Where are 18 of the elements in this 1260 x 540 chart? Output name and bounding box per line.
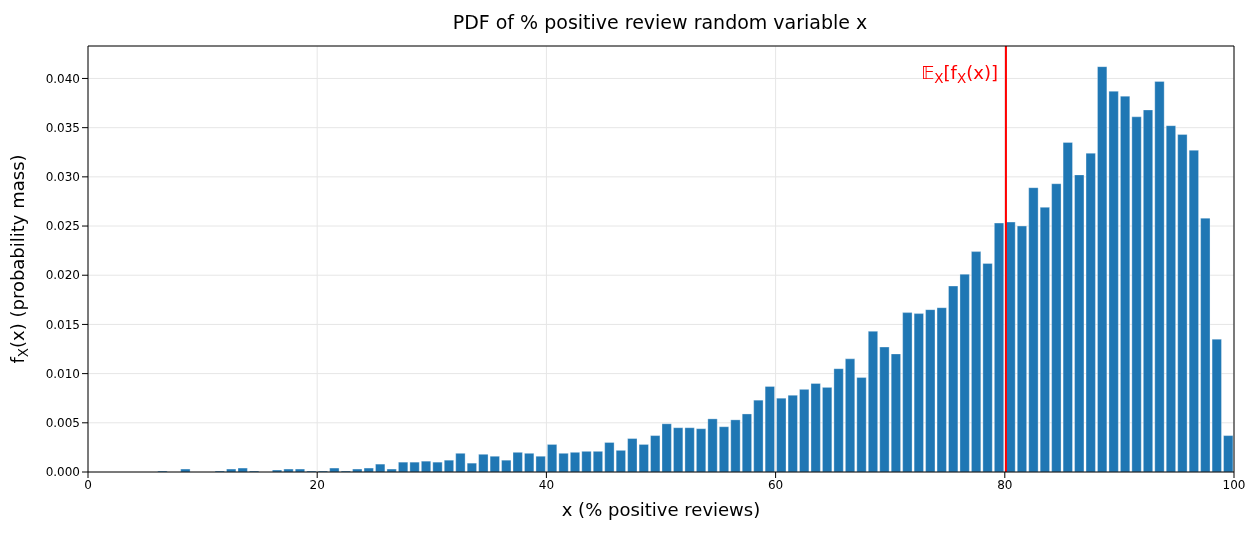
x-tick-label: 0 [84,477,92,492]
x-tick-label: 100 [1222,477,1246,492]
y-tick-label: 0.000 [45,465,80,480]
x-tick-label: 60 [767,477,784,492]
x-tick-label: 20 [309,477,325,492]
y-tick-label: 0.035 [45,120,80,135]
x-tick-label: 40 [538,477,555,492]
y-tick-label: 0.015 [45,317,80,332]
y-tick-label: 0.025 [45,219,80,234]
y-tick-label: 0.010 [45,366,80,381]
y-tick-label: 0.030 [45,170,80,185]
ref-line-label: 𝔼$_{X}$[f$_{X}$(x)] [921,62,998,86]
chart-title: PDF of % positive review random variable x [451,10,869,35]
y-tick-label: 0.040 [45,71,80,86]
x-axis-title: x (% positive reviews) [561,499,761,520]
y-tick-label: 0.020 [45,268,80,283]
x-tick-label: 80 [997,477,1013,492]
y-tick-label: 0.005 [45,416,80,431]
